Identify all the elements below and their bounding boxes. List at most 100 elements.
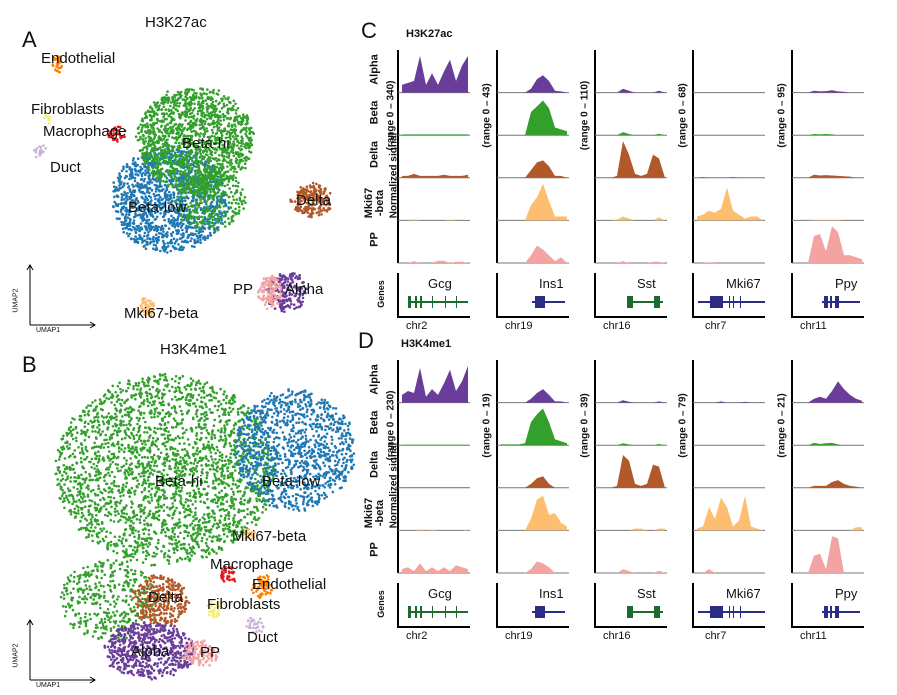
umap-point	[146, 124, 149, 128]
umap-point	[190, 126, 193, 129]
umap-point	[124, 521, 128, 524]
umap-point	[199, 176, 203, 180]
umap-point	[175, 247, 178, 250]
umap-point	[121, 206, 124, 209]
umap-point	[233, 514, 236, 517]
umap-point	[113, 188, 117, 192]
umap-point	[197, 96, 201, 99]
umap-point	[302, 211, 306, 215]
umap-point	[211, 97, 214, 101]
umap-point	[144, 111, 148, 114]
umap-point	[159, 427, 163, 431]
umap-point	[79, 501, 82, 504]
umap-point	[163, 148, 167, 151]
umap-point	[172, 191, 175, 194]
umap-point	[167, 227, 171, 230]
umap-point	[201, 184, 205, 188]
umap-point	[170, 183, 173, 186]
umap-point	[144, 137, 147, 140]
umap-point	[223, 424, 226, 427]
umap-point	[260, 285, 263, 289]
umap-point	[147, 194, 151, 198]
umap-point	[178, 172, 182, 176]
umap-point	[206, 96, 210, 99]
umap-point	[158, 119, 162, 123]
umap-point	[192, 88, 195, 92]
umap-point	[147, 528, 151, 532]
umap-point	[154, 532, 158, 535]
umap-point	[140, 167, 144, 171]
umap-point	[126, 182, 129, 185]
umap-point	[306, 211, 310, 214]
umap-point	[91, 430, 94, 433]
umap-point	[149, 222, 152, 225]
umap-point	[161, 239, 165, 243]
umap-point	[169, 115, 173, 119]
umap-point	[272, 278, 275, 282]
umap-point	[152, 143, 156, 147]
umap-point	[176, 435, 180, 438]
umap-point	[194, 198, 197, 202]
umap-point	[196, 239, 199, 243]
umap-point	[226, 165, 229, 168]
umap-point	[164, 412, 168, 416]
umap-point	[220, 129, 223, 132]
umap-point	[290, 302, 293, 306]
umap-point	[201, 157, 205, 161]
umap-point	[150, 487, 154, 491]
umap-point	[198, 387, 202, 390]
umap-point	[280, 309, 284, 313]
umap-point	[209, 117, 213, 120]
umap-point	[218, 158, 221, 162]
umap-point	[162, 120, 165, 123]
umap-point	[144, 443, 147, 446]
umap-point	[218, 491, 221, 494]
umap-point	[165, 146, 169, 150]
umap-point	[191, 93, 195, 97]
umap-point	[42, 150, 45, 153]
umap-point	[184, 176, 188, 179]
umap-point	[168, 542, 171, 545]
umap-point	[191, 209, 195, 212]
umap-point	[177, 231, 180, 235]
umap-point	[155, 185, 159, 188]
umap-point	[169, 193, 173, 197]
umap-point	[142, 158, 146, 162]
umap-point	[282, 306, 286, 310]
umap-point	[183, 510, 186, 514]
umap-point	[190, 183, 194, 187]
umap-point	[126, 192, 129, 195]
umap-point	[194, 412, 198, 416]
umap-point	[188, 551, 191, 555]
umap-point	[269, 281, 272, 284]
umap-point	[231, 219, 235, 223]
umap-point	[239, 168, 242, 171]
umap-point	[116, 140, 119, 143]
umap-point	[205, 117, 209, 121]
umap-point	[194, 232, 197, 236]
umap-point	[269, 295, 273, 299]
umap-point	[150, 114, 153, 118]
umap-point	[266, 295, 270, 299]
umap-point	[226, 160, 229, 164]
umap-point	[226, 117, 230, 120]
umap-point	[120, 212, 124, 216]
umap-point	[197, 188, 201, 191]
umap-point	[181, 171, 185, 175]
umap-point	[80, 460, 83, 464]
umap-point	[131, 162, 135, 165]
umap-point	[94, 430, 97, 433]
umap-point	[141, 162, 144, 166]
umap-point	[174, 157, 177, 161]
umap-point	[93, 492, 97, 496]
umap-point	[172, 193, 176, 197]
umap-point	[130, 228, 133, 232]
umap-point	[241, 188, 244, 191]
umap-point	[179, 117, 182, 120]
umap-point	[185, 188, 188, 191]
umap-point	[184, 172, 187, 175]
umap-point	[143, 239, 147, 242]
umap-point	[220, 107, 224, 110]
umap-point	[208, 180, 212, 184]
umap-point	[56, 478, 59, 481]
